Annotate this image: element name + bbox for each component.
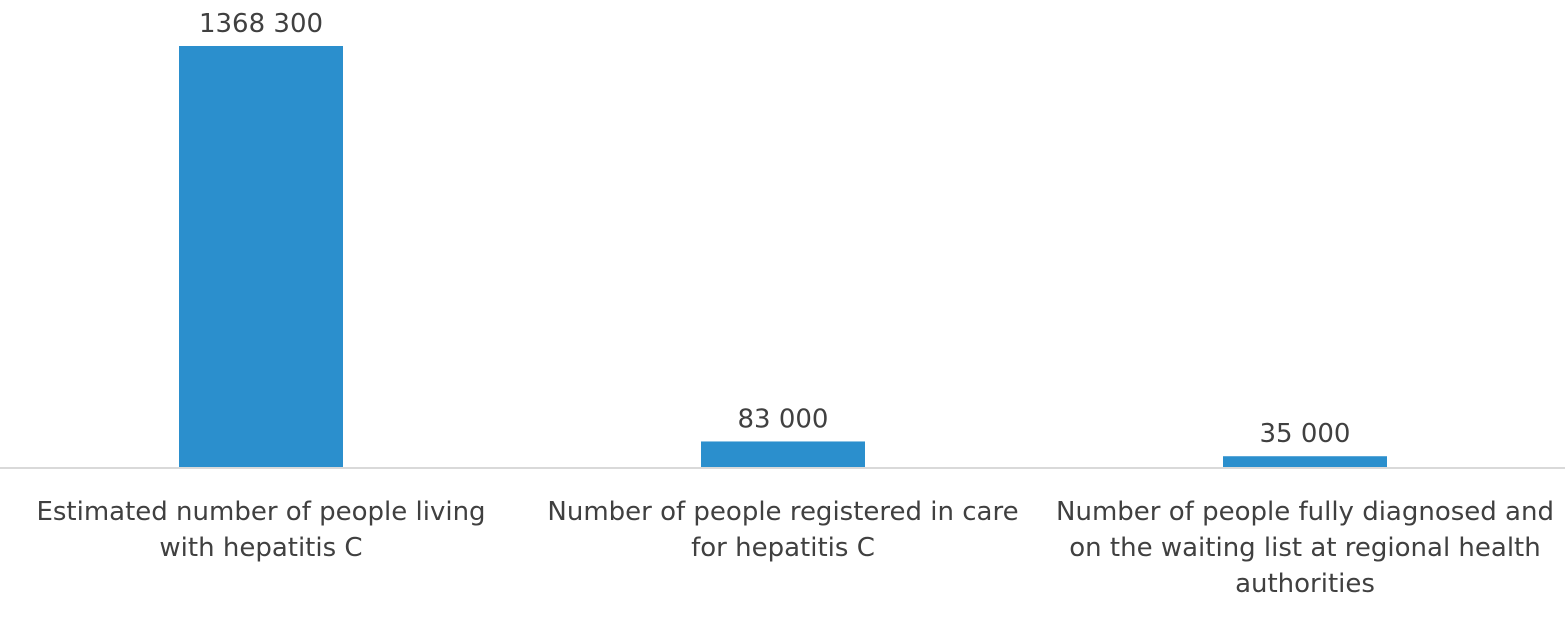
data-label-1: 83 000	[738, 404, 829, 434]
data-label-0: 1368 300	[199, 9, 323, 39]
category-label-1: Number of people registered in care for …	[547, 497, 1019, 563]
data-label-2: 35 000	[1260, 419, 1351, 449]
bar-0	[179, 46, 343, 467]
bar-1	[701, 441, 865, 467]
category-label-0: Estimated number of people living with h…	[36, 497, 486, 563]
bar-2	[1223, 456, 1387, 467]
category-label-2: Number of people fully diagnosed and on …	[1056, 497, 1554, 599]
